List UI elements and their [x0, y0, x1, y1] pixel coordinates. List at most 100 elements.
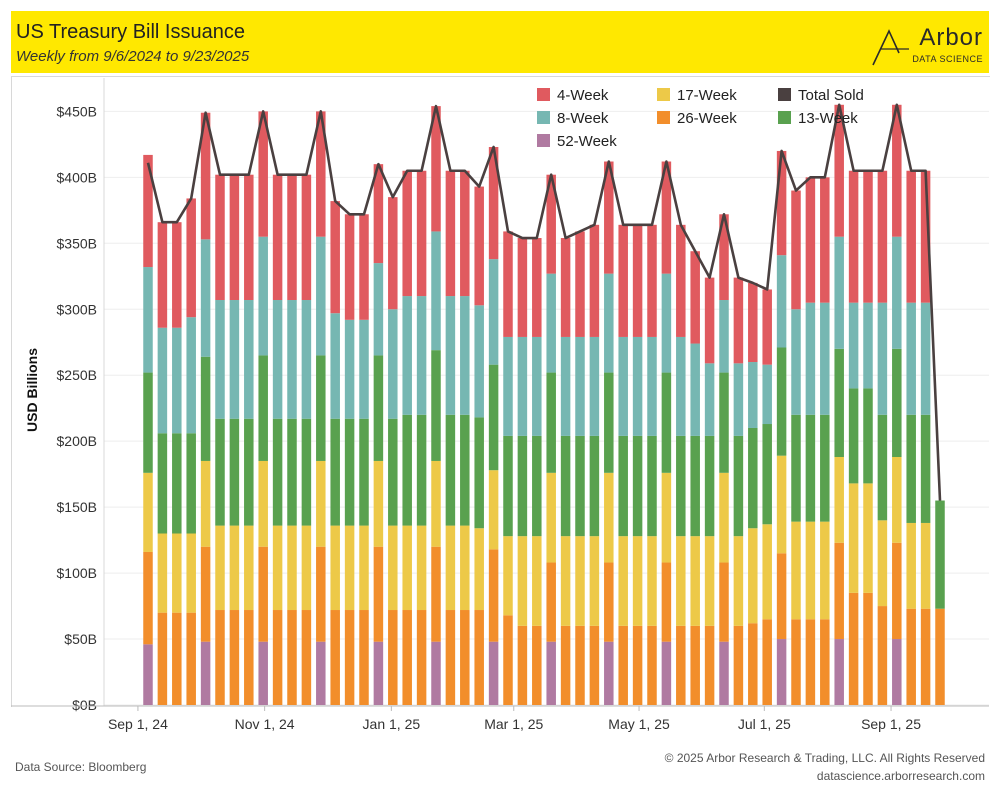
bar-segment-w4: [748, 282, 758, 363]
y-tick-label: $300B: [57, 301, 97, 317]
bar-segment-w8: [272, 300, 283, 419]
bar-segment-w4: [143, 154, 153, 268]
bar-segment-w8: [359, 319, 369, 419]
bar-segment-w8: [748, 362, 758, 428]
bar-segment-w17: [805, 521, 816, 620]
chart-frame: [11, 76, 990, 707]
bar-segment-w8: [200, 239, 211, 357]
bar-segment-w17: [719, 472, 729, 563]
bar-segment-w26: [589, 625, 600, 705]
bar-segment-w4: [517, 238, 528, 337]
bar-segment-w8: [762, 364, 772, 425]
bar-segment-w26: [402, 610, 412, 705]
bar-segment-w4: [359, 214, 369, 320]
bar-segment-w17: [474, 528, 484, 611]
bar-segment-w13: [848, 388, 859, 484]
legend-swatch: [778, 111, 791, 124]
bar-segment-w13: [877, 414, 888, 521]
bar-segment-w13: [589, 435, 600, 537]
bar-segment-w52: [143, 644, 153, 705]
bar-segment-w17: [661, 472, 672, 563]
bar-segment-w8: [690, 343, 700, 436]
bar-segment-w26: [575, 625, 585, 705]
y-tick-label: $200B: [57, 433, 97, 449]
bar-segment-w4: [215, 174, 225, 301]
bar-segment-w17: [330, 525, 340, 611]
bar-segment-w4: [892, 104, 902, 237]
bar-segment-w17: [647, 536, 657, 626]
bar-segment-w13: [186, 433, 196, 534]
bar-segment-w26: [301, 610, 312, 705]
bar-segment-w8: [416, 296, 427, 415]
bar-segment-w17: [460, 525, 470, 611]
bar-segment-w13: [863, 388, 873, 484]
bar-segment-w26: [388, 610, 398, 705]
bar-segment-w13: [272, 418, 283, 526]
bar-segment-w26: [186, 612, 196, 705]
legend-swatch: [778, 88, 791, 101]
bar-segment-w8: [517, 336, 528, 436]
bar-segment-w52: [316, 641, 326, 705]
bar-segment-w4: [791, 190, 801, 310]
legend-label: 26-Week: [677, 110, 737, 127]
bar-segment-w8: [560, 336, 571, 436]
bar-segment-w52: [488, 641, 499, 705]
bar-segment-w17: [258, 460, 268, 547]
bar-segment-w17: [877, 520, 888, 607]
bar-segment-w13: [762, 424, 772, 525]
logo-subtext: DATA SCIENCE: [912, 54, 983, 64]
bar-segment-w13: [546, 372, 556, 473]
bar-segment-w8: [719, 300, 729, 373]
bar-segment-w26: [344, 610, 355, 705]
bar-segment-w8: [589, 336, 600, 436]
bar-segment-w17: [186, 533, 196, 613]
legend-label: Total Sold: [798, 87, 864, 104]
y-tick-label: $350B: [57, 235, 97, 251]
y-tick-label: $100B: [57, 565, 97, 581]
bar-segment-w4: [920, 170, 931, 303]
legend-swatch: [537, 88, 550, 101]
bar-segment-w26: [661, 562, 672, 642]
bar-segment-w17: [503, 536, 513, 616]
x-axis-ticks: Sep 1, 24 Nov 1, 24 Jan 1, 25 Mar 1, 25 May …: [108, 706, 921, 732]
logo-text: Arbor: [919, 24, 983, 51]
bar-segment-w4: [546, 174, 556, 274]
bar-segment-w26: [877, 606, 888, 705]
bar-segment-w4: [618, 224, 628, 337]
bar-segment-w4: [431, 106, 441, 232]
bar-segment-w17: [416, 525, 427, 611]
bar-segment-w4: [762, 289, 772, 365]
bar-segment-w4: [848, 170, 859, 303]
bar-segment-w8: [474, 305, 484, 418]
bar-segment-w26: [719, 562, 729, 642]
x-tick-label: Jul 1, 25: [738, 716, 791, 732]
bar-segment-w4: [388, 197, 398, 310]
bar-segment-w13: [532, 435, 542, 537]
bar-segment-w4: [272, 174, 283, 301]
bar-segment-w13: [229, 418, 240, 526]
bar-segment-w13: [172, 433, 182, 534]
y-axis-label: USD Billions: [24, 348, 40, 432]
bar-segment-w52: [431, 641, 441, 705]
bar-segment-w8: [920, 302, 931, 415]
bar-segment-w52: [776, 639, 787, 705]
bar-segment-w4: [647, 224, 657, 337]
bar-segment-w17: [748, 528, 758, 624]
bar-segment-w17: [215, 525, 225, 611]
bar-segment-w13: [215, 418, 225, 526]
bar-segment-w26: [157, 612, 168, 705]
bar-segment-w8: [575, 336, 585, 436]
bar-segment-w13: [330, 418, 340, 526]
bar-segment-w26: [431, 546, 441, 642]
bar-segment-w17: [676, 536, 686, 626]
bar-segment-w52: [892, 639, 902, 705]
bar-segment-w13: [560, 435, 571, 537]
bar-segment-w4: [632, 224, 643, 337]
bar-segment-w8: [776, 255, 787, 348]
bar-segment-w26: [604, 562, 614, 642]
bar-segment-w8: [445, 296, 456, 415]
bar-segment-w4: [661, 161, 672, 274]
total-sold-polyline: [146, 103, 942, 501]
x-tick-label: Mar 1, 25: [484, 716, 543, 732]
bar-segment-w4: [488, 147, 499, 260]
